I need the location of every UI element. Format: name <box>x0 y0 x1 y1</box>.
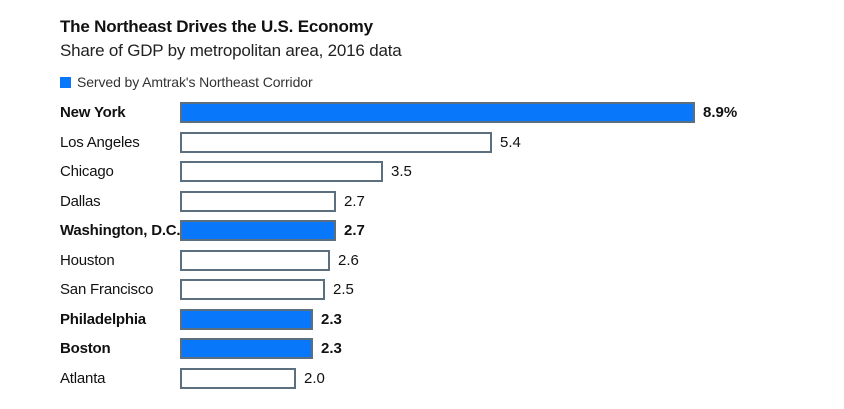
row-label: Dallas <box>60 192 101 210</box>
chart-content: The Northeast Drives the U.S. Economy Sh… <box>60 17 844 389</box>
chart-row: Los Angeles 5.4 <box>60 131 844 153</box>
chart-row: Chicago 3.5 <box>60 161 844 182</box>
chart-row: San Francisco 2.5 <box>60 279 844 300</box>
row-label: Houston <box>60 251 115 269</box>
legend-label: Served by Amtrak's Northeast Corridor <box>77 74 313 90</box>
value-label: 2.6 <box>338 251 359 269</box>
chart-row: Atlanta 2.0 <box>60 367 844 389</box>
chart-row: Philadelphia 2.3 <box>60 308 844 330</box>
value-label: 5.4 <box>500 133 521 151</box>
chart-row: Washington, D.C. 2.7 <box>60 220 844 241</box>
row-label: Boston <box>60 340 111 357</box>
page-title: The Northeast Drives the U.S. Economy <box>60 17 373 36</box>
row-label: Chicago <box>60 163 114 180</box>
bar <box>180 279 325 300</box>
bar <box>180 190 336 212</box>
row-label: Washington, D.C. <box>60 222 181 239</box>
value-label: 2.3 <box>321 310 342 328</box>
bar-chart: New York 8.9% Los Angeles 5.4 Chicago 3.… <box>60 102 844 389</box>
chart-row: Houston 2.6 <box>60 249 844 271</box>
row-label: Philadelphia <box>60 310 146 328</box>
bar <box>180 102 695 123</box>
row-label: New York <box>60 104 126 121</box>
bar <box>180 367 296 389</box>
chart-row: Boston 2.3 <box>60 338 844 359</box>
bar <box>180 338 313 359</box>
row-label: Atlanta <box>60 369 106 387</box>
bar <box>180 220 336 241</box>
legend-swatch-icon <box>60 76 71 88</box>
chart-row: Dallas 2.7 <box>60 190 844 212</box>
value-label: 2.7 <box>344 222 365 239</box>
value-label: 2.5 <box>333 281 354 298</box>
value-label: 2.3 <box>321 340 342 357</box>
bar <box>180 161 383 182</box>
value-label: 2.7 <box>344 192 365 210</box>
bar <box>180 131 492 153</box>
legend: Served by Amtrak's Northeast Corridor <box>60 74 844 90</box>
chart-row: New York 8.9% <box>60 102 844 123</box>
value-label: 3.5 <box>391 163 412 180</box>
bar <box>180 308 313 330</box>
row-label: Los Angeles <box>60 133 140 151</box>
row-label: San Francisco <box>60 281 154 298</box>
page-subtitle: Share of GDP by metropolitan area, 2016 … <box>60 41 402 60</box>
value-label: 8.9% <box>703 104 738 121</box>
bar <box>180 249 330 271</box>
value-label: 2.0 <box>304 369 325 387</box>
